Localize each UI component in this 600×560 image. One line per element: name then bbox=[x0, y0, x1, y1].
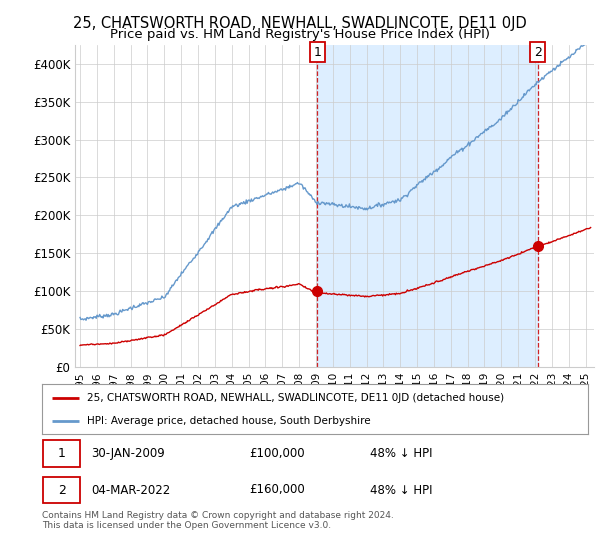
Text: 30-JAN-2009: 30-JAN-2009 bbox=[91, 447, 165, 460]
Text: £160,000: £160,000 bbox=[250, 483, 305, 497]
FancyBboxPatch shape bbox=[43, 477, 80, 503]
FancyBboxPatch shape bbox=[43, 440, 80, 467]
Text: 1: 1 bbox=[58, 447, 65, 460]
Text: 25, CHATSWORTH ROAD, NEWHALL, SWADLINCOTE, DE11 0JD (detached house): 25, CHATSWORTH ROAD, NEWHALL, SWADLINCOT… bbox=[88, 393, 505, 403]
Text: 2: 2 bbox=[58, 483, 65, 497]
Text: £100,000: £100,000 bbox=[250, 447, 305, 460]
Text: HPI: Average price, detached house, South Derbyshire: HPI: Average price, detached house, Sout… bbox=[88, 417, 371, 426]
Text: Contains HM Land Registry data © Crown copyright and database right 2024.
This d: Contains HM Land Registry data © Crown c… bbox=[42, 511, 394, 530]
Text: Price paid vs. HM Land Registry's House Price Index (HPI): Price paid vs. HM Land Registry's House … bbox=[110, 28, 490, 41]
Text: 2: 2 bbox=[534, 46, 542, 59]
Text: 48% ↓ HPI: 48% ↓ HPI bbox=[370, 483, 432, 497]
Text: 1: 1 bbox=[313, 46, 321, 59]
Text: 48% ↓ HPI: 48% ↓ HPI bbox=[370, 447, 432, 460]
Text: 04-MAR-2022: 04-MAR-2022 bbox=[91, 483, 170, 497]
Text: 25, CHATSWORTH ROAD, NEWHALL, SWADLINCOTE, DE11 0JD: 25, CHATSWORTH ROAD, NEWHALL, SWADLINCOT… bbox=[73, 16, 527, 31]
Bar bbox=[317, 45, 538, 367]
